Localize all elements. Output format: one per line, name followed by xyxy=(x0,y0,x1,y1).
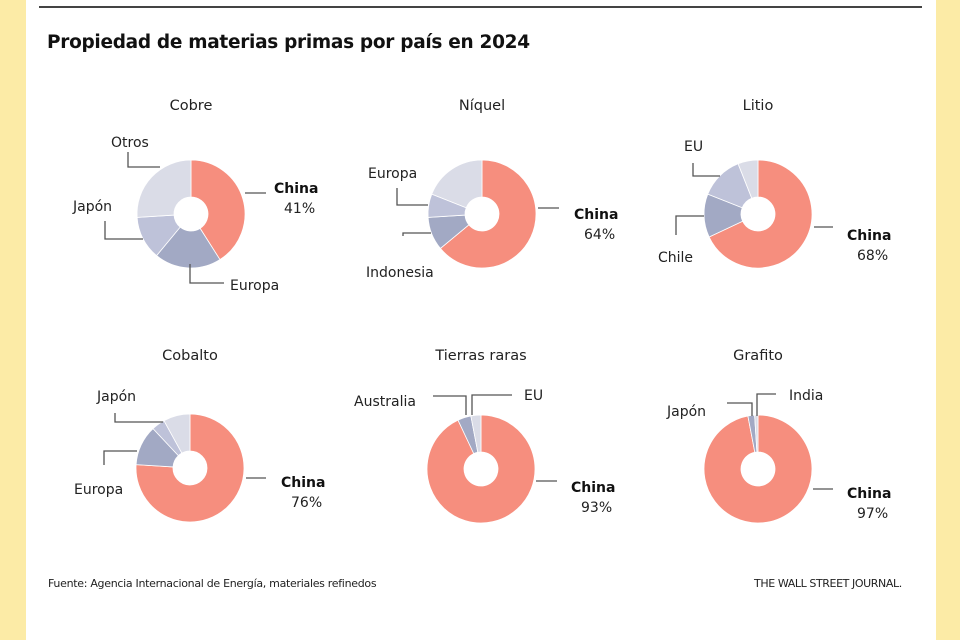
leader-line-japón xyxy=(727,402,753,416)
label-china: China xyxy=(571,480,615,496)
label-indonesia: Indonesia xyxy=(366,265,434,281)
leader-line-indonesia xyxy=(402,232,431,236)
donut-chart-cobalto: Cobalto China 76% Europa Japón xyxy=(74,348,325,523)
publisher-credit: THE WALL STREET JOURNAL. xyxy=(754,577,902,590)
right-margin-band xyxy=(936,0,960,640)
leader-line-japón xyxy=(104,221,143,240)
label-china: China xyxy=(574,207,618,223)
donut-title: Níquel xyxy=(459,98,505,114)
donut-chart-níquel: Níquel China 64% Indonesia Europa xyxy=(366,98,618,281)
label-japón: Japón xyxy=(72,199,112,215)
value-china: 76% xyxy=(291,495,322,511)
donut-chart-cobre: Cobre China 41% Europa Japón Otros xyxy=(72,98,318,294)
value-china: 64% xyxy=(584,227,615,243)
leader-line-chile xyxy=(675,215,704,235)
leader-line-otros xyxy=(127,152,160,168)
donut-title: Tierras raras xyxy=(434,348,526,364)
label-china: China xyxy=(274,181,318,197)
source-note: Fuente: Agencia Internacional de Energía… xyxy=(48,577,377,590)
leader-line-australia xyxy=(433,395,467,415)
label-eu: EU xyxy=(684,139,703,155)
value-china: 93% xyxy=(581,500,612,516)
label-europa: Europa xyxy=(368,166,417,182)
donut-title: Grafito xyxy=(733,348,783,364)
donut-title: Cobre xyxy=(170,98,213,114)
label-china: China xyxy=(847,228,891,244)
leader-line-europa xyxy=(189,264,224,284)
label-australia: Australia xyxy=(354,394,416,410)
slice-otros xyxy=(737,159,759,199)
leader-line-europa xyxy=(396,188,428,206)
slice-otros xyxy=(431,159,483,209)
leader-line-eu xyxy=(692,163,720,177)
leader-line-japón xyxy=(114,413,163,423)
slice-china xyxy=(426,414,536,524)
label-china: China xyxy=(847,486,891,502)
donut-chart-tierras-raras: Tierras raras China 93% Australia EU xyxy=(354,348,615,524)
label-india: India xyxy=(789,388,823,404)
slice-china xyxy=(703,414,813,524)
slice-china xyxy=(439,159,537,269)
slice-india xyxy=(754,414,759,453)
label-europa: Europa xyxy=(74,482,123,498)
value-china: 97% xyxy=(857,506,888,522)
label-eu: EU xyxy=(524,388,543,404)
leader-line-india xyxy=(756,393,776,416)
slice-eu xyxy=(470,414,482,453)
slice-china xyxy=(708,159,813,269)
label-japón: Japón xyxy=(666,404,706,420)
donut-chart-grafito: Grafito China 97% Japón India xyxy=(666,348,891,524)
label-otros: Otros xyxy=(111,135,149,151)
slice-europa xyxy=(156,226,221,269)
label-europa: Europa xyxy=(230,278,279,294)
chart-title: Propiedad de materias primas por país en… xyxy=(47,32,530,53)
donut-title: Litio xyxy=(743,98,774,114)
donut-title: Cobalto xyxy=(162,348,218,364)
slice-otros xyxy=(163,413,191,454)
donut-chart-litio: Litio China 68% Chile EU xyxy=(658,98,891,269)
label-chile: Chile xyxy=(658,250,693,266)
leader-line-eu xyxy=(471,394,512,415)
left-margin-band xyxy=(0,0,26,640)
value-china: 68% xyxy=(857,248,888,264)
label-japón: Japón xyxy=(96,389,136,405)
value-china: 41% xyxy=(284,201,315,217)
leader-line-europa xyxy=(103,450,137,465)
label-china: China xyxy=(281,475,325,491)
top-rule xyxy=(39,6,922,8)
slice-china xyxy=(135,413,245,523)
slice-otros xyxy=(136,159,192,218)
